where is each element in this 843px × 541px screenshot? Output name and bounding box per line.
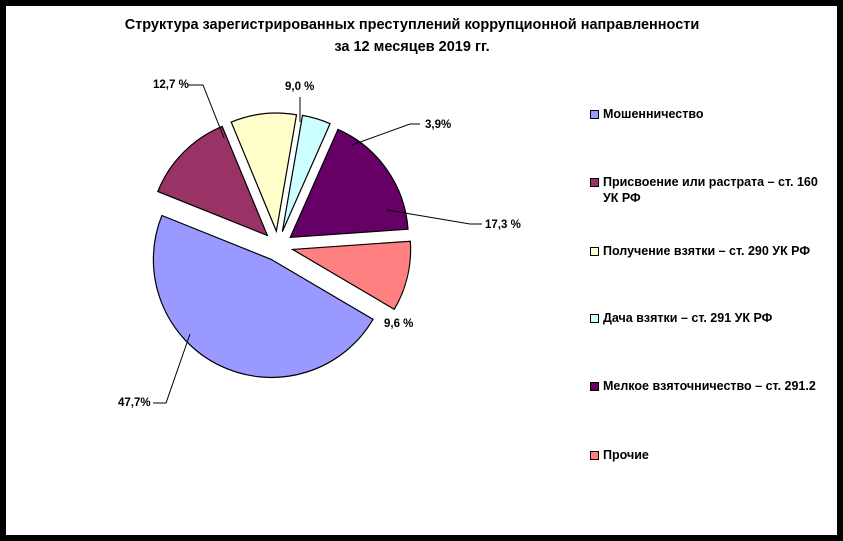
legend-swatch bbox=[590, 451, 599, 460]
pie-slice-4 bbox=[281, 114, 331, 232]
legend-item-6: Прочие bbox=[590, 447, 830, 463]
leader-line-2 bbox=[188, 84, 225, 139]
pie-slice-3 bbox=[230, 112, 298, 234]
legend-swatch bbox=[590, 382, 599, 391]
leader-line-5 bbox=[386, 209, 482, 225]
legend-label: Мелкое взяточничество – ст. 291.2 bbox=[603, 379, 816, 393]
legend-label: Дача взятки – ст. 291 УК РФ bbox=[603, 311, 773, 325]
leader-line-4 bbox=[351, 123, 420, 146]
legend-item-5: Мелкое взяточничество – ст. 291.2 bbox=[590, 378, 830, 394]
legend-label: Мошенничество bbox=[603, 107, 704, 121]
legend-item-1: Мошенничество bbox=[590, 106, 830, 122]
legend-item-2: Присвоение или растрата – ст. 160 УК РФ bbox=[590, 174, 830, 206]
legend-label: Прочие bbox=[603, 448, 649, 462]
legend-swatch bbox=[590, 110, 599, 119]
chart-title-line-2: за 12 месяцев 2019 гг. bbox=[334, 39, 490, 55]
chart-title: Структура зарегистрированных преступлени… bbox=[80, 14, 744, 58]
legend-item-3: Получение взятки – ст. 290 УК РФ bbox=[590, 243, 830, 259]
data-label-6: 9,6 % bbox=[384, 318, 413, 330]
legend-swatch bbox=[590, 247, 599, 256]
legend-swatch bbox=[590, 314, 599, 323]
pie-slice-2 bbox=[157, 125, 269, 237]
pie-slice-6 bbox=[290, 240, 412, 311]
chart-title-line-1: Структура зарегистрированных преступлени… bbox=[124, 17, 700, 33]
legend-label: Присвоение или растрата – ст. 160 УК РФ bbox=[603, 175, 818, 205]
pie-slice-5 bbox=[289, 128, 409, 239]
data-label-4: 3,9% bbox=[425, 119, 451, 131]
legend-item-4: Дача взятки – ст. 291 УК РФ bbox=[590, 310, 830, 326]
leader-line-1 bbox=[153, 333, 191, 404]
data-label-3: 9,0 % bbox=[285, 81, 314, 93]
legend-label: Получение взятки – ст. 290 УК РФ bbox=[603, 244, 811, 258]
pie-slice-1 bbox=[152, 214, 374, 378]
data-label-1: 47,7% bbox=[118, 397, 151, 409]
legend-swatch bbox=[590, 178, 599, 187]
data-label-2: 12,7 % bbox=[153, 79, 189, 91]
data-label-5: 17,3 % bbox=[485, 219, 521, 231]
